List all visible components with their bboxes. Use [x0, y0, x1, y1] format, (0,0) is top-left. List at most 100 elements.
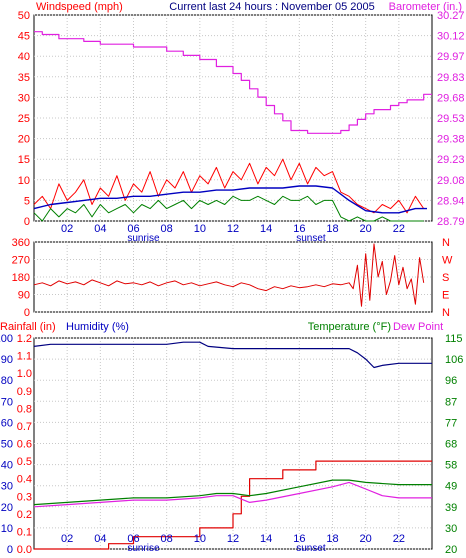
windspeed-tick-label: 5	[24, 195, 30, 207]
temperature-tick-label: 39	[445, 502, 457, 514]
hour-tick-label: 16	[293, 533, 305, 545]
rainfall-tick-label: 0.1	[17, 526, 32, 538]
hour-tick-label: 02	[61, 223, 73, 235]
windspeed-tick-label: 40	[18, 51, 30, 63]
barometer-tick-label: 30.12	[437, 31, 465, 43]
temperature-tick-label: 77	[445, 417, 457, 429]
compass-tick-label: N	[442, 307, 450, 319]
temperature-tick-label: 49	[445, 481, 457, 493]
windspeed-tick-label: 20	[18, 134, 30, 146]
humidity-tick-label: 40	[1, 460, 13, 472]
compass-tick-label: S	[442, 272, 449, 284]
hour-tick-label: 06	[127, 533, 139, 545]
humidity-tick-label: 20	[1, 502, 13, 514]
windspeed-tick-label: 50	[18, 10, 30, 22]
hour-tick-label: 12	[227, 223, 239, 235]
hour-tick-label: 18	[326, 533, 338, 545]
barometer-tick-label: 28.79	[437, 216, 465, 228]
hour-tick-label: 20	[360, 533, 372, 545]
hour-tick-label: 08	[161, 533, 173, 545]
windspeed-tick-label: 10	[18, 175, 30, 187]
hour-tick-label: 22	[393, 223, 405, 235]
sunset-label: sunset	[296, 543, 326, 553]
data-series	[33, 31, 432, 550]
rainfall-tick-label: 1.1	[17, 351, 32, 363]
humidity-tick-label: 100	[0, 333, 13, 345]
sunrise-label: sunrise	[127, 543, 160, 553]
humidity-axis-title: Humidity (%)	[66, 321, 129, 333]
hour-tick-label: 22	[393, 533, 405, 545]
humidity-tick-label: 60	[1, 417, 13, 429]
hour-tick-label: 04	[94, 533, 106, 545]
gridlines	[34, 14, 432, 550]
rainfall-tick-label: 1.2	[17, 333, 32, 345]
compass-tick-label: W	[442, 255, 453, 267]
windspeed-tick-label: 25	[18, 113, 30, 125]
dewpoint-line	[33, 481, 432, 508]
rainfall-axis-title: Rainfall (in)	[0, 321, 56, 333]
barometer-tick-label: 29.38	[437, 134, 465, 146]
barometer-tick-label: 30.27	[437, 10, 465, 22]
dewpoint-axis-title: Dew Point	[393, 321, 443, 333]
wind-low-line	[33, 195, 424, 222]
humidity-line	[33, 341, 432, 369]
humidity-tick-label: 50	[1, 439, 13, 451]
hour-tick-label: 08	[161, 223, 173, 235]
compass-tick-label: E	[442, 290, 449, 302]
hour-tick-label: 12	[227, 533, 239, 545]
direction-tick-label: 270	[12, 255, 30, 267]
barometer-tick-label: 28.94	[437, 195, 465, 207]
windspeed-tick-label: 35	[18, 72, 30, 84]
temperature-tick-label: 30	[445, 523, 457, 535]
windspeed-tick-label: 45	[18, 31, 30, 43]
compass-tick-label: N	[442, 237, 450, 249]
barometer-tick-label: 29.97	[437, 51, 465, 63]
rainfall-tick-label: 0.9	[17, 386, 32, 398]
windspeed-tick-label: 0	[24, 216, 30, 228]
sunrise-label: sunrise	[127, 233, 160, 244]
sunset-label: sunset	[296, 233, 326, 244]
wind-average-line	[33, 185, 427, 214]
windspeed-tick-label: 30	[18, 92, 30, 104]
humidity-tick-label: 90	[1, 354, 13, 366]
temperature-tick-label: 20	[445, 544, 457, 553]
hour-tick-label: 16	[293, 223, 305, 235]
temperature-tick-label: 58	[445, 460, 457, 472]
temperature-tick-label: 115	[445, 333, 463, 345]
temperature-line	[33, 479, 432, 506]
direction-tick-label: 0	[24, 307, 30, 319]
humidity-tick-label: 0	[7, 544, 13, 553]
windspeed-tick-label: 15	[18, 154, 30, 166]
wind-direction-line	[33, 243, 425, 307]
humidity-tick-label: 80	[1, 375, 13, 387]
temperature-tick-label: 96	[445, 375, 457, 387]
direction-tick-label: 360	[12, 237, 30, 249]
windspeed-line	[33, 158, 425, 214]
hour-tick-label: 14	[260, 223, 272, 235]
rainfall-line	[34, 460, 432, 550]
rainfall-tick-label: 0.6	[17, 439, 32, 451]
hour-tick-label: 04	[94, 223, 106, 235]
humidity-tick-label: 30	[1, 481, 13, 493]
temperature-tick-label: 87	[445, 396, 457, 408]
humidity-tick-label: 10	[1, 523, 13, 535]
chart-title: Current last 24 hours : November 05 2005	[169, 1, 374, 13]
rainfall-tick-label: 0.5	[17, 456, 32, 468]
hour-tick-label: 10	[194, 223, 206, 235]
rainfall-tick-label: 1.0	[17, 368, 32, 380]
temperature-tick-label: 106	[445, 354, 463, 366]
windspeed-axis-title: Windspeed (mph)	[36, 1, 123, 13]
hour-tick-label: 20	[360, 223, 372, 235]
barometer-tick-label: 29.53	[437, 113, 465, 125]
hour-tick-label: 18	[326, 223, 338, 235]
hour-tick-label: 10	[194, 533, 206, 545]
temperature-tick-label: 68	[445, 439, 457, 451]
barometer-tick-label: 29.23	[437, 154, 465, 166]
barometer-axis-title: Barometer (in.)	[389, 1, 462, 13]
rainfall-tick-label: 0.4	[17, 474, 32, 486]
barometer-line	[34, 31, 432, 134]
barometer-tick-label: 29.68	[437, 92, 465, 104]
rainfall-tick-label: 0.0	[17, 544, 32, 553]
